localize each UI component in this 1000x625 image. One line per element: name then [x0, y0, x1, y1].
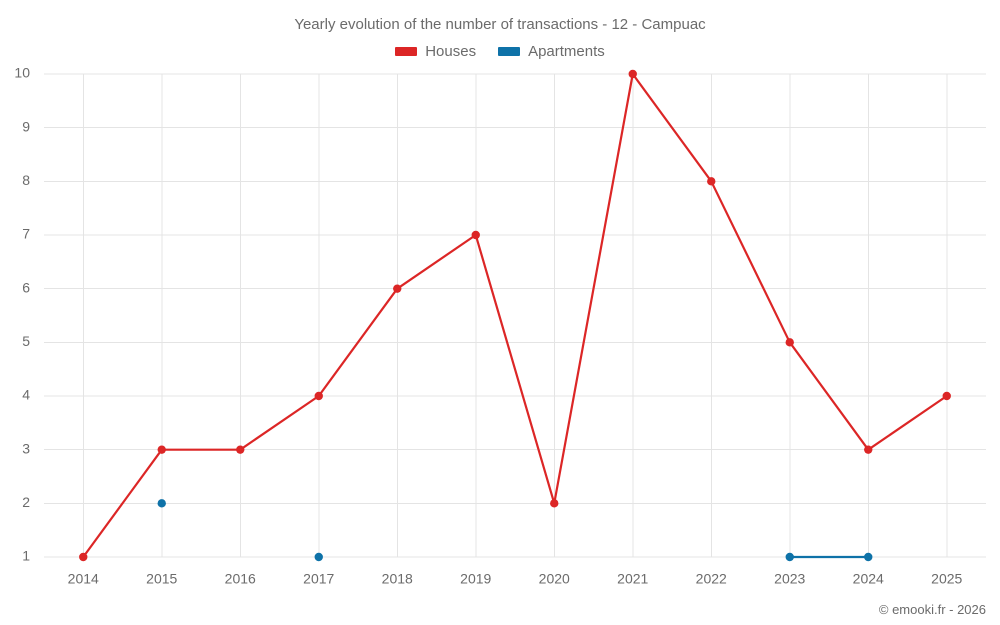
- data-point[interactable]: [942, 391, 951, 401]
- data-point[interactable]: [314, 552, 323, 562]
- x-tick-label: 2016: [225, 570, 256, 586]
- y-tick-label: 2: [22, 494, 30, 510]
- x-tick-label: 2020: [539, 570, 570, 586]
- y-tick-label: 10: [14, 65, 30, 81]
- series-houses: [79, 69, 951, 562]
- x-tick-label: 2022: [696, 570, 727, 586]
- data-series-layer: [79, 69, 951, 562]
- data-point[interactable]: [628, 69, 637, 79]
- data-point[interactable]: [707, 177, 716, 186]
- data-point[interactable]: [157, 499, 166, 508]
- y-tick-label: 9: [22, 118, 30, 134]
- y-tick-label: 8: [22, 172, 30, 188]
- x-tick-label: 2021: [617, 570, 648, 586]
- x-axis-tick-labels: 2014 2015 2016 2017 2018 2019 2020 2021 2022 2023…: [68, 570, 963, 586]
- y-tick-label: 4: [22, 387, 30, 403]
- y-axis-tick-labels: 1 2 3 4 5 6 7 8 9 10: [14, 65, 30, 564]
- data-point[interactable]: [236, 445, 245, 454]
- data-point[interactable]: [471, 230, 480, 240]
- legend-item-apartments[interactable]: Apartments: [498, 44, 605, 59]
- copyright-footer: © emooki.fr - 2026: [878, 602, 986, 617]
- chart-legend: Houses Apartments: [0, 44, 1000, 59]
- data-point[interactable]: [157, 445, 166, 454]
- legend-item-houses[interactable]: Houses: [395, 44, 476, 59]
- data-point[interactable]: [785, 338, 794, 347]
- y-tick-label: 1: [22, 548, 30, 564]
- data-point[interactable]: [550, 499, 559, 508]
- y-tick-label: 6: [22, 279, 30, 295]
- data-point[interactable]: [785, 552, 794, 562]
- x-tick-label: 2024: [853, 570, 884, 586]
- x-tick-label: 2019: [460, 570, 491, 586]
- data-point[interactable]: [314, 391, 323, 401]
- vertical-gridlines: [82, 74, 948, 557]
- x-tick-label: 2023: [774, 570, 805, 586]
- x-tick-label: 2014: [68, 570, 99, 586]
- data-point[interactable]: [864, 445, 873, 454]
- chart-title: Yearly evolution of the number of transa…: [294, 16, 706, 33]
- x-tick-label: 2025: [931, 570, 962, 586]
- x-tick-label: 2015: [146, 570, 177, 586]
- legend-label-apartments: Apartments: [528, 43, 605, 60]
- series-apartments: [157, 499, 873, 562]
- y-tick-label: 7: [22, 226, 30, 242]
- legend-swatch-apartments: [498, 47, 521, 56]
- x-tick-label: 2017: [303, 570, 334, 586]
- legend-label-houses: Houses: [425, 43, 477, 60]
- x-tick-label: 2018: [382, 570, 413, 586]
- data-point[interactable]: [864, 552, 873, 562]
- y-tick-label: 5: [22, 333, 30, 349]
- legend-swatch-houses: [395, 47, 418, 56]
- horizontal-gridlines: [44, 73, 986, 558]
- y-tick-label: 3: [22, 440, 30, 456]
- data-point[interactable]: [79, 552, 88, 562]
- data-point[interactable]: [393, 284, 402, 293]
- series-line: [82, 72, 948, 559]
